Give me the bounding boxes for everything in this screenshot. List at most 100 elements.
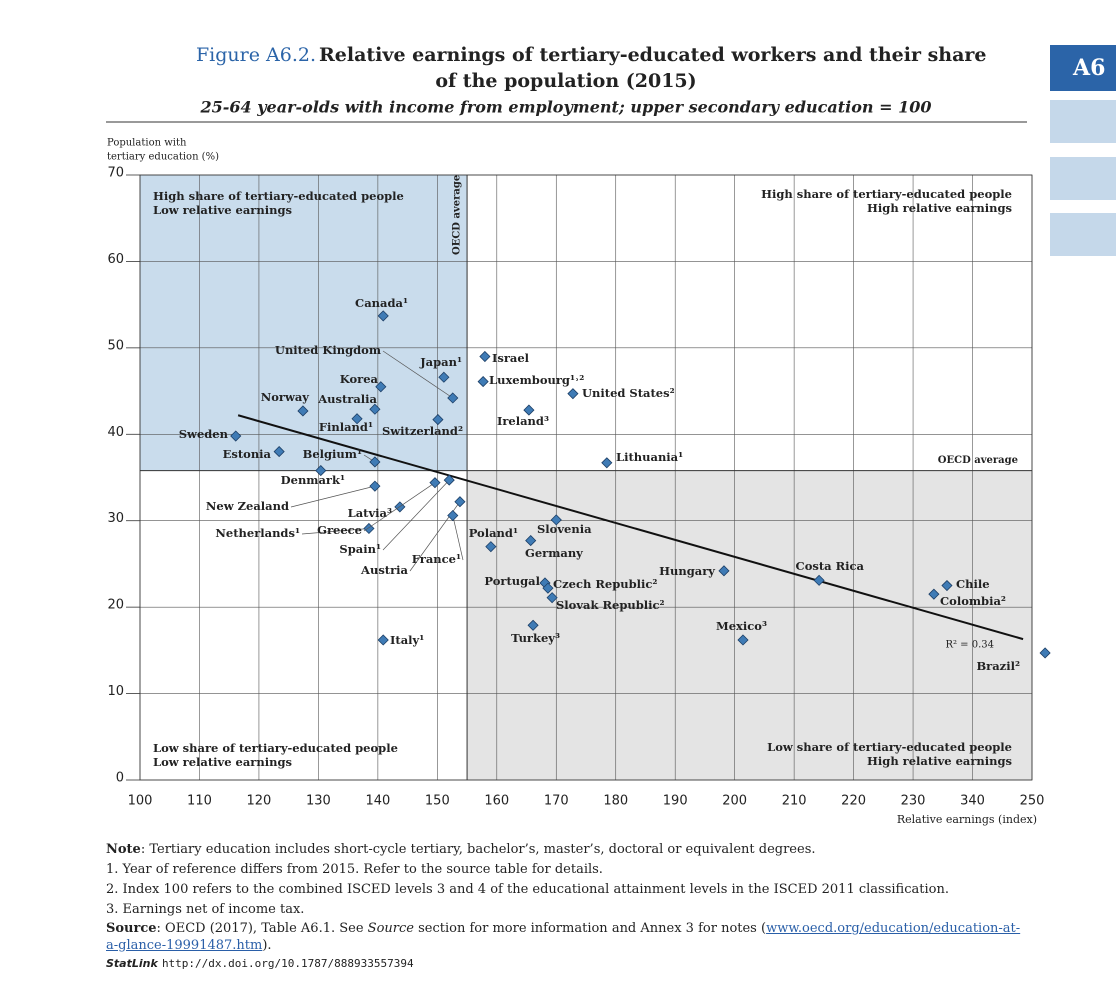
- x-tick-label: 100: [128, 794, 153, 809]
- point-label: Estonia: [223, 447, 272, 461]
- point-label: Denmark¹: [281, 473, 345, 487]
- figure-number: Figure A6.2.: [196, 44, 316, 66]
- point: [297, 405, 309, 417]
- tab-box: [1050, 157, 1116, 200]
- point: [429, 477, 441, 489]
- point: [315, 465, 327, 477]
- point-label: Slovenia: [537, 522, 592, 536]
- x-tick-label: 180: [603, 794, 628, 809]
- y-tick-label: 20: [107, 598, 124, 613]
- point: [477, 375, 489, 388]
- point: [718, 565, 730, 577]
- point: [443, 474, 455, 486]
- trendline: [237, 414, 1024, 641]
- quadrant-label: Low share of tertiary-educated people: [767, 740, 1012, 754]
- point: [479, 350, 491, 363]
- point-label: Czech Republic²: [553, 577, 657, 591]
- x-tick-label: 250: [1020, 794, 1045, 809]
- statlink-url[interactable]: http://dx.doi.org/10.1787/888933557394: [161, 957, 414, 970]
- point-label: Belgium¹: [303, 447, 362, 461]
- point: [567, 388, 579, 400]
- point-label: Finland¹: [319, 420, 373, 434]
- source-text: : OECD (2017), Table A6.1. See: [156, 921, 368, 936]
- point-label: United States²: [582, 386, 675, 400]
- point-label: Brazil²: [976, 659, 1020, 673]
- point: [447, 392, 459, 404]
- quadrant-label: High share of tertiary-educated people: [761, 187, 1012, 201]
- note-head: Note: [106, 842, 141, 857]
- point: [351, 413, 363, 425]
- point-label: Canada¹: [355, 296, 408, 310]
- source-head: Source: [106, 921, 157, 936]
- y-tick-label: 0: [116, 771, 124, 786]
- chart-title: of the population (2015): [435, 70, 696, 92]
- x-tick-label: 120: [247, 794, 272, 809]
- quadrant-fill: [140, 175, 468, 471]
- point-label: Australia: [317, 392, 377, 406]
- point: [485, 541, 497, 553]
- point-label: Mexico³: [716, 619, 767, 633]
- point-label: New Zealand: [206, 499, 289, 513]
- note: 1. Year of reference differs from 2015. …: [106, 862, 603, 877]
- notes: Note: Tertiary education includes short-…: [106, 840, 1031, 974]
- point-label: Netherlands¹: [215, 526, 300, 540]
- point: [375, 381, 387, 393]
- x-tick-label: 150: [425, 794, 450, 809]
- point-label: Hungary: [659, 564, 715, 578]
- x-tick-label: 230: [901, 794, 926, 809]
- point: [377, 634, 389, 646]
- source-text: Source: [367, 921, 414, 936]
- point: [813, 574, 825, 586]
- point: [546, 592, 558, 604]
- point: [369, 403, 381, 415]
- point-label: Switzerland²: [382, 424, 463, 438]
- x-tick-label: 210: [782, 794, 807, 809]
- point-label: Israel: [492, 351, 530, 365]
- x-tick-label: 340: [960, 794, 985, 809]
- x-axis-label: Relative earnings (index): [897, 813, 1037, 826]
- tab-box: [1050, 45, 1116, 91]
- point-label: Germany: [525, 546, 583, 560]
- quadrant-label: High share of tertiary-educated people: [153, 189, 404, 203]
- point-label: Japan¹: [419, 355, 462, 369]
- tab-box: [1050, 213, 1116, 256]
- y-tick-label: 70: [107, 166, 124, 181]
- point: [550, 514, 562, 526]
- point-label: Poland¹: [469, 526, 518, 540]
- point-label: Greece: [317, 523, 362, 537]
- source-text: ).: [262, 938, 272, 953]
- point: [1039, 647, 1051, 659]
- tab-box: [1050, 100, 1116, 143]
- source-text: section for more information and Annex 3…: [413, 921, 767, 936]
- point-label: Colombia²: [940, 594, 1006, 608]
- chart-subtitle: 25-64 year-olds with income from employm…: [200, 98, 932, 117]
- point-label: Latvia³: [348, 506, 392, 520]
- point-label: Norway: [261, 390, 310, 404]
- note: Note: Tertiary education includes short-…: [106, 840, 1031, 860]
- oecd-average-label: OECD average: [452, 175, 463, 255]
- plot-frame: [139, 174, 1033, 781]
- point: [542, 582, 554, 594]
- quadrant-label: Low relative earnings: [153, 755, 292, 769]
- leader-line: [290, 485, 375, 508]
- point: [601, 457, 613, 469]
- x-tick-label: 170: [544, 794, 569, 809]
- point-label: Austria: [360, 563, 408, 577]
- y-tick-label: 40: [107, 425, 124, 440]
- point: [941, 579, 953, 592]
- source-link[interactable]: www.oecd.org/education/education-at-a-gl…: [106, 921, 1021, 953]
- point-label: Turkey³: [511, 631, 560, 645]
- point: [454, 496, 466, 508]
- point: [527, 619, 539, 631]
- point: [369, 456, 381, 468]
- x-tick-label: 140: [365, 794, 390, 809]
- oecd-average-label: OECD average: [938, 455, 1018, 466]
- note-text: : Tertiary education includes short-cycl…: [140, 842, 816, 857]
- quadrant-label: Low share of tertiary-educated people: [153, 741, 398, 755]
- point: [377, 310, 389, 322]
- point: [273, 446, 285, 458]
- leader-line: [452, 515, 464, 561]
- point: [447, 509, 459, 522]
